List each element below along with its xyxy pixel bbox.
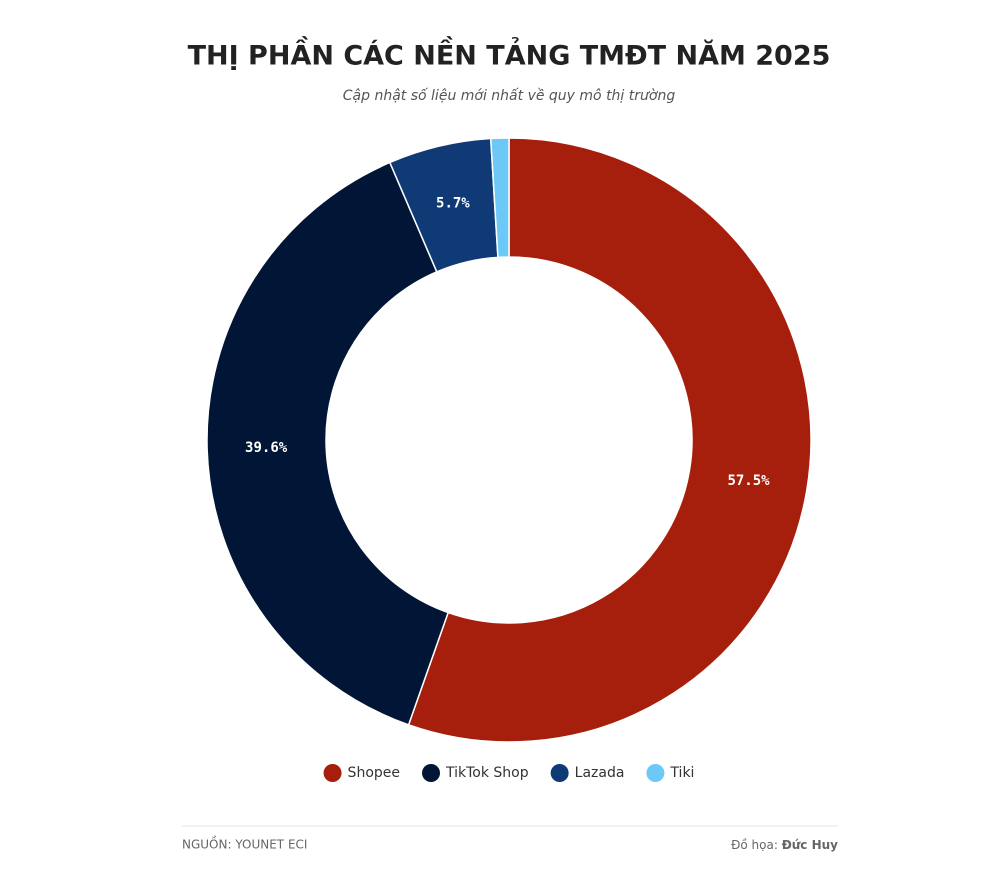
legend-marker bbox=[550, 764, 569, 782]
data-label: 57.5% bbox=[727, 473, 770, 489]
data-label: 5.7% bbox=[436, 196, 470, 212]
credit: Đồ họa: Đức Huy bbox=[731, 838, 838, 852]
credit-name: Đức Huy bbox=[782, 838, 838, 852]
source: NGUỒN: YOUNET ECI bbox=[182, 836, 307, 852]
credit-label: Đồ họa: bbox=[731, 838, 778, 852]
legend-label: TikTok Shop bbox=[445, 765, 529, 781]
chart-title: THỊ PHẦN CÁC NỀN TẢNG TMĐT NĂM 2025 bbox=[188, 37, 831, 72]
slice bbox=[206, 161, 450, 726]
legend-label: Lazada bbox=[575, 765, 625, 781]
slice bbox=[489, 137, 510, 259]
legend-marker bbox=[646, 764, 665, 782]
slice bbox=[407, 137, 812, 743]
legend-marker bbox=[323, 764, 342, 782]
legend-marker bbox=[422, 764, 441, 782]
data-label: 39.6% bbox=[245, 440, 288, 456]
legend-label: Tiki bbox=[669, 765, 694, 781]
legend-label: Shopee bbox=[348, 765, 400, 781]
chart-subtitle: Cập nhật số liệu mới nhất về quy mô thị … bbox=[343, 87, 676, 104]
legend: Shopee TikTok Shop Lazada Tiki bbox=[323, 764, 694, 782]
